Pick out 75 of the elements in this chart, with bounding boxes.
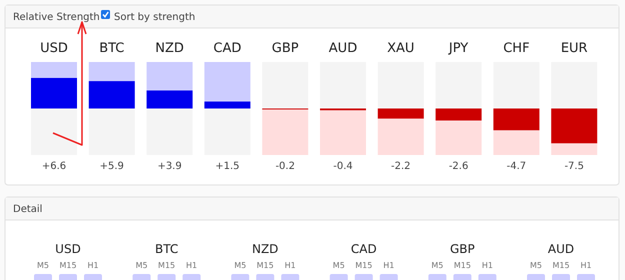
x-tick-label: NZD [155, 41, 184, 56]
bar [493, 108, 540, 130]
bar [204, 102, 250, 108]
category-label: GBP [450, 242, 475, 256]
text: M5 [530, 261, 542, 270]
category-label: AUD [548, 242, 574, 256]
text: H1 [482, 261, 493, 270]
category-label: BTC [154, 242, 178, 256]
x-tick-label: CHF [503, 41, 530, 56]
bar [378, 108, 424, 119]
bar [378, 118, 424, 155]
data-label: +3.9 [157, 161, 182, 172]
bar [262, 62, 308, 108]
bar [146, 90, 193, 108]
bar [320, 62, 366, 108]
data-label: +1.5 [215, 161, 240, 172]
text: M15 [454, 261, 471, 270]
x-tick-label: AUD [328, 41, 358, 56]
category-label: NZD [252, 242, 278, 256]
text: H1 [186, 261, 198, 270]
text: M5 [332, 261, 345, 270]
bar [146, 62, 193, 90]
text: M5 [234, 261, 246, 270]
data-label: -2.6 [448, 161, 468, 172]
bar [551, 143, 598, 155]
x-tick-label: BTC [99, 41, 124, 56]
text: Detail [13, 204, 42, 215]
chart-title: Relative Strength [13, 12, 100, 23]
data-label: -0.2 [275, 161, 295, 172]
text: H1 [284, 261, 296, 270]
x-tick-label: USD [40, 41, 68, 56]
category-label: CAD [350, 242, 377, 256]
bar [31, 78, 77, 108]
text: H1 [383, 261, 394, 270]
category-label: USD [55, 242, 81, 256]
bar [146, 108, 193, 155]
bar [31, 62, 77, 78]
bar [436, 108, 482, 121]
x-tick-label: JPY [448, 41, 468, 56]
bar [493, 62, 540, 108]
bar [320, 110, 366, 155]
text: M5 [431, 261, 444, 270]
data-label: +6.6 [42, 161, 66, 172]
data-label: -7.5 [564, 161, 584, 172]
x-tick-label: GBP [272, 41, 299, 56]
bar [378, 62, 424, 108]
data-label: +5.9 [100, 161, 124, 172]
text: M15 [158, 261, 176, 270]
bar [493, 130, 540, 155]
text: M15 [355, 261, 372, 270]
bar [262, 109, 308, 155]
text: M15 [256, 261, 274, 270]
bar [88, 81, 135, 108]
bar [204, 62, 250, 102]
bar [551, 62, 598, 108]
text: M15 [552, 261, 570, 270]
x-tick-label: EUR [560, 41, 588, 56]
text: M5 [37, 261, 49, 270]
bar [88, 108, 135, 155]
bar [551, 108, 598, 144]
data-label: -2.2 [391, 161, 411, 172]
data-label: -0.4 [333, 161, 353, 172]
text: H1 [580, 261, 592, 270]
bar [436, 62, 482, 108]
text: M15 [59, 261, 77, 270]
bar [436, 120, 482, 155]
text: H1 [87, 261, 99, 270]
bar [31, 108, 77, 155]
text: M5 [136, 261, 148, 270]
x-tick-label: XAU [387, 41, 414, 56]
bar [88, 62, 135, 82]
x-tick-label: CAD [213, 41, 242, 56]
text: Sort by strength [114, 12, 196, 23]
bar [204, 108, 250, 155]
data-label: -4.7 [506, 161, 526, 172]
